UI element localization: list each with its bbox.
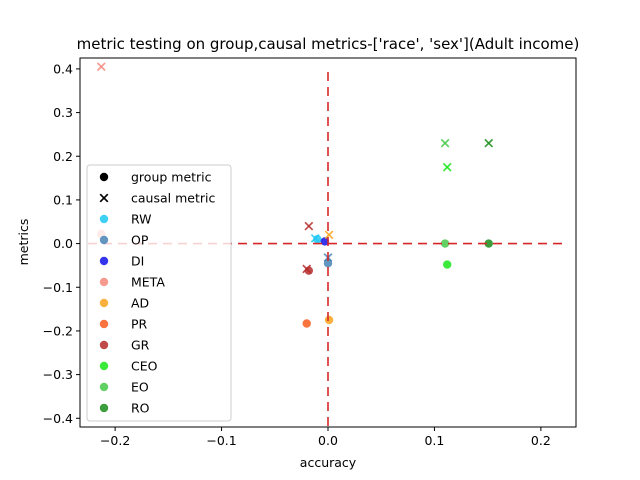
legend-label: EO	[131, 380, 149, 395]
point-group-di	[320, 237, 330, 246]
legend-swatch-pr	[99, 319, 109, 329]
legend: group metric causal metric RW OP DI META AD PR G…	[86, 164, 232, 422]
y-tick-label: 0.2	[53, 149, 73, 164]
point-group-ad	[324, 315, 334, 325]
legend-swatch-meta	[99, 277, 109, 287]
point-causal-ro	[484, 138, 494, 148]
x-axis-label: accuracy	[300, 455, 357, 470]
y-tick-label: 0.1	[53, 192, 73, 207]
y-tick-label: −0.4	[43, 411, 73, 426]
y-tick-label: −0.2	[43, 323, 73, 338]
legend-label: RO	[131, 401, 150, 416]
point-group-ceo	[443, 260, 452, 269]
legend-swatch-di	[99, 256, 109, 266]
legend-label: CEO	[131, 359, 158, 374]
y-tick-label: 0.0	[53, 236, 73, 251]
legend-label: PR	[131, 317, 148, 332]
legend-label: causal metric	[131, 191, 215, 206]
legend-label: AD	[131, 296, 149, 311]
legend-label: GR	[131, 338, 150, 353]
point-causal-eo	[440, 138, 450, 148]
x-tick-label: 0.1	[424, 433, 444, 448]
point-causal-ceo	[442, 162, 452, 172]
legend-label: META	[131, 275, 165, 290]
legend-marker-group-metric	[99, 172, 109, 182]
legend-swatch-ad	[99, 298, 109, 308]
y-axis-label: metrics	[16, 219, 31, 266]
legend-label: OP	[131, 233, 149, 248]
legend-label: DI	[131, 254, 144, 269]
point-causal-gr	[302, 264, 312, 274]
legend-swatch-eo	[99, 382, 109, 392]
legend-swatch-rw	[99, 214, 109, 224]
x-tick-label: 0.2	[531, 433, 551, 448]
legend-frame	[86, 164, 232, 422]
chart-title: metric testing on group,causal metrics-[…	[77, 35, 580, 53]
data-marks	[96, 62, 494, 328]
point-causal-rw	[310, 233, 320, 243]
x-tick-label: 0.0	[318, 433, 338, 448]
x-tick-label: −0.1	[206, 433, 236, 448]
legend-swatch-gr	[99, 340, 109, 350]
legend-label: RW	[131, 212, 152, 227]
point-group-eo	[440, 239, 450, 248]
y-tick-label: −0.1	[43, 280, 73, 295]
point-causal-meta	[96, 62, 106, 72]
point-group-op	[323, 259, 333, 268]
point-group-ro	[484, 239, 493, 248]
legend-label: group metric	[131, 170, 212, 185]
x-axis: −0.2 −0.1 0.0 0.1 0.2	[100, 427, 551, 448]
point-causal-ad	[324, 230, 334, 240]
point-group-pr	[302, 319, 311, 328]
legend-swatch-ceo	[99, 361, 109, 371]
legend-swatch-op	[99, 235, 109, 245]
y-tick-label: 0.3	[53, 105, 73, 120]
y-tick-label: −0.3	[43, 367, 73, 382]
y-axis: −0.4 −0.3 −0.2 −0.1 0.0 0.1 0.2 0.3 0.4	[43, 61, 80, 426]
y-tick-label: 0.4	[53, 61, 73, 76]
legend-marker-causal-metric	[99, 193, 109, 203]
point-causal-gr	[304, 221, 314, 231]
x-tick-label: −0.2	[100, 433, 130, 448]
legend-swatch-ro	[99, 403, 109, 413]
